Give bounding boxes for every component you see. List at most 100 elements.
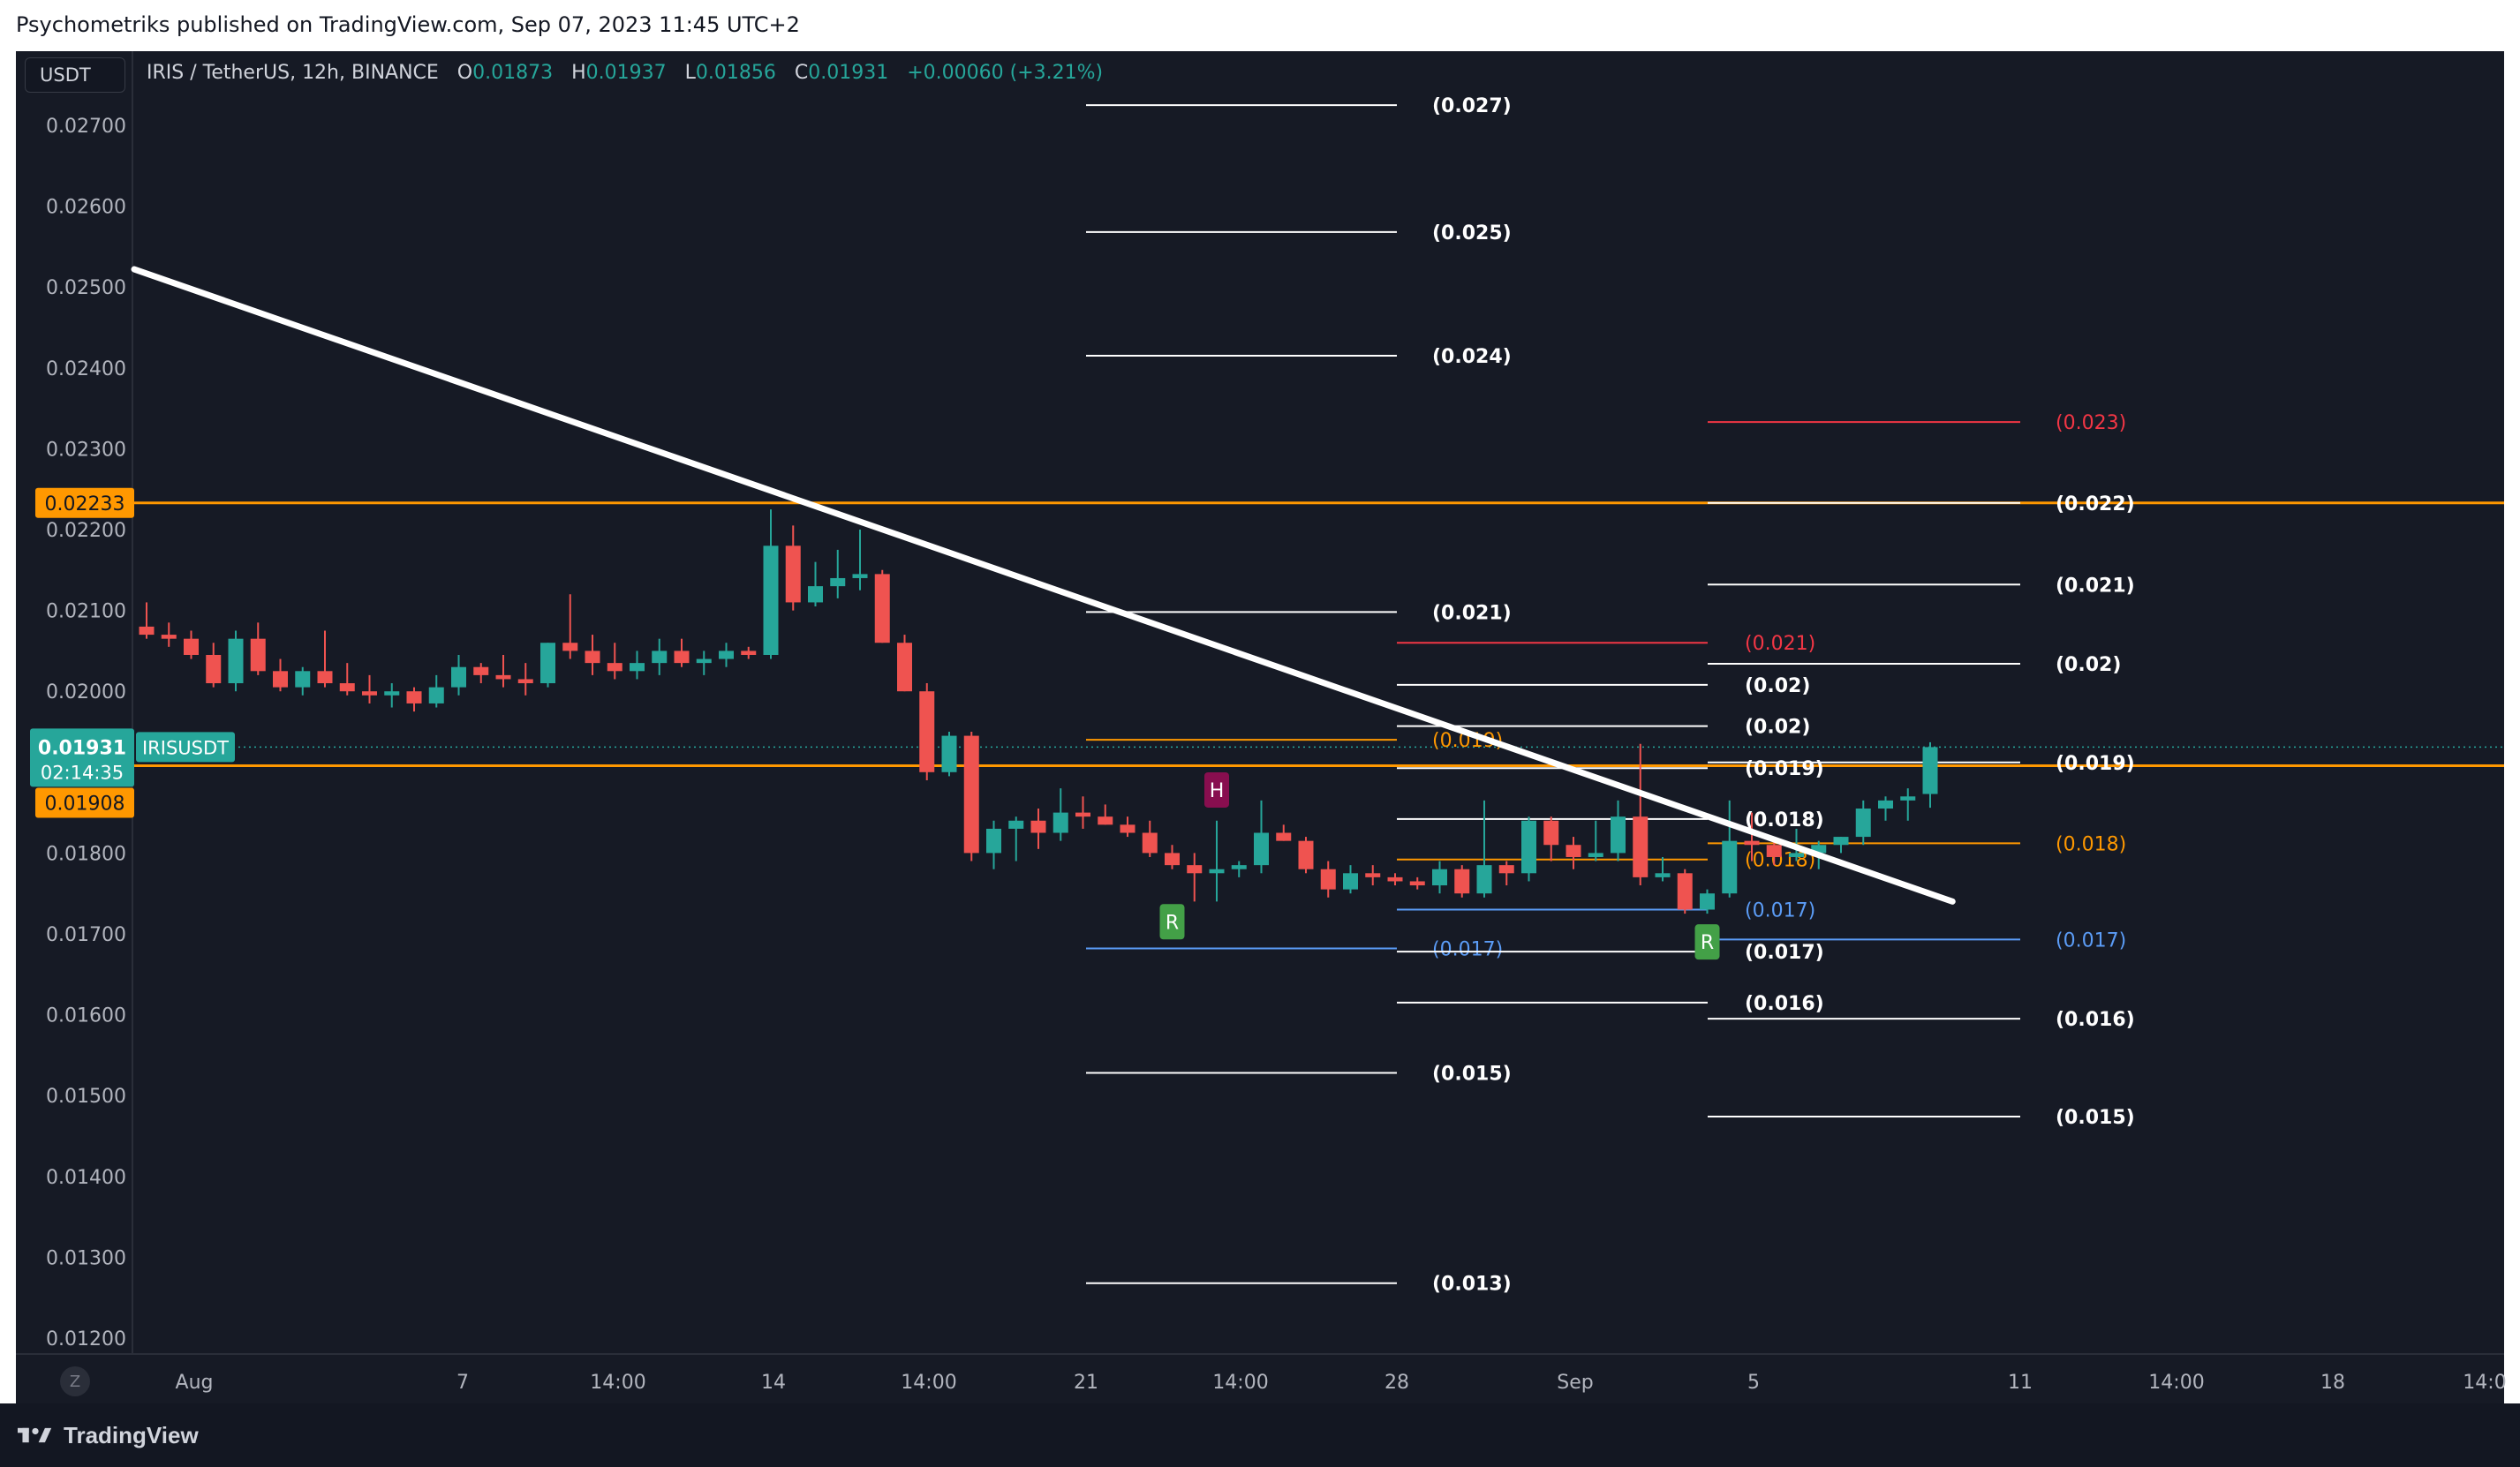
candle-body xyxy=(1343,873,1358,890)
candle-body xyxy=(1298,840,1314,869)
pattern-marker-label: R xyxy=(1701,932,1714,954)
x-tick-label: 14:00 xyxy=(590,1372,645,1394)
ticker-badge xyxy=(136,732,235,763)
candle-body xyxy=(1588,853,1603,857)
candle-body xyxy=(1053,812,1068,833)
pattern-marker-badge xyxy=(1694,924,1720,960)
y-tick-label: 0.01700 xyxy=(46,924,126,946)
candle-body xyxy=(517,679,533,684)
candle-body xyxy=(428,687,444,703)
candle-body xyxy=(785,545,801,603)
candle-body xyxy=(1320,869,1336,890)
candle-body xyxy=(585,651,600,664)
high-value: 0.01937 xyxy=(585,62,667,84)
candle-body xyxy=(719,651,734,659)
candle-body xyxy=(963,735,979,854)
candle-body xyxy=(1098,816,1113,825)
projection-level-label: (0.027) xyxy=(1432,95,1512,117)
candle-body xyxy=(250,638,266,672)
candle-body xyxy=(1276,832,1292,841)
pattern-marker-badge xyxy=(1159,904,1185,940)
candle-body xyxy=(986,828,1001,854)
publish-header: Psychometriks published on TradingView.c… xyxy=(0,0,2520,51)
projection-level-label: (0.019) xyxy=(2056,753,2135,775)
symbol-title: IRIS / TetherUS, 12h, BINANCE xyxy=(147,62,439,84)
price-badge-top-text: 0.02233 xyxy=(45,493,125,515)
projection-level-label: (0.017) xyxy=(1432,938,1503,960)
projection-level-label: (0.025) xyxy=(1432,222,1512,244)
projection-level-label: (0.024) xyxy=(1432,346,1512,368)
projection-level-label: (0.016) xyxy=(1745,993,1824,1015)
candle-body xyxy=(1789,853,1804,857)
candle-body xyxy=(1611,816,1626,854)
candle-body xyxy=(1030,820,1046,833)
y-tick-label: 0.02400 xyxy=(46,358,126,380)
currency-selector[interactable]: USDT xyxy=(25,57,125,93)
descending-trendline xyxy=(131,266,1956,905)
projection-level-label: (0.016) xyxy=(2056,1009,2135,1031)
candle-body xyxy=(495,674,511,680)
x-tick-label: 14:00 xyxy=(901,1372,956,1394)
y-tick-label: 0.01300 xyxy=(46,1247,126,1269)
candle-body xyxy=(674,651,690,664)
x-tick-label: 14:00 xyxy=(1212,1372,1268,1394)
tradingview-logo[interactable]: TradingView xyxy=(16,1419,199,1451)
candle-body xyxy=(607,663,622,672)
high-label: H xyxy=(571,62,586,84)
candle-body xyxy=(1811,845,1827,854)
candle-body xyxy=(696,658,712,664)
candle-body xyxy=(852,574,868,578)
x-tick-label: Aug xyxy=(176,1372,214,1394)
candle-body xyxy=(1922,747,1938,794)
pattern-marker-label: R xyxy=(1166,912,1179,934)
projection-level-label: (0.015) xyxy=(1432,1064,1512,1086)
projection-level-label: (0.02) xyxy=(1745,717,1810,739)
candle-body xyxy=(1432,869,1447,886)
pattern-marker-label: H xyxy=(1210,780,1225,802)
projection-level-label: (0.021) xyxy=(2056,575,2135,597)
close-value: 0.01931 xyxy=(808,62,889,84)
candle-body xyxy=(1075,812,1090,817)
y-tick-label: 0.01800 xyxy=(46,843,126,865)
tradingview-logo-icon xyxy=(18,1427,52,1443)
y-tick-label: 0.02000 xyxy=(46,681,126,703)
y-tick-label: 0.02100 xyxy=(46,601,126,623)
ohlc-legend: IRIS / TetherUS, 12h, BINANCE O0.01873 H… xyxy=(147,62,1103,84)
candle-body xyxy=(1498,865,1514,874)
candle-body xyxy=(184,638,199,655)
publish-info: Psychometriks published on TradingView.c… xyxy=(16,12,800,37)
low-value: 0.01856 xyxy=(695,62,776,84)
chart-area[interactable] xyxy=(16,51,2504,1403)
low-label: L xyxy=(684,62,696,84)
y-tick-label: 0.01600 xyxy=(46,1005,126,1027)
candle-body xyxy=(1187,865,1203,874)
x-tick-label: 14:00 xyxy=(2148,1372,2204,1394)
projection-level-label: (0.021) xyxy=(1432,602,1512,624)
price-badge-support-text: 0.01908 xyxy=(45,793,125,815)
candle-body xyxy=(317,671,333,684)
projection-level-label: (0.018) xyxy=(2056,833,2126,855)
candle-body xyxy=(1744,840,1760,846)
candle-body xyxy=(1833,837,1849,846)
candle-body xyxy=(808,586,823,603)
pattern-marker-badge xyxy=(1204,771,1229,808)
projection-level-label: (0.018) xyxy=(1745,809,1824,831)
zoom-button[interactable]: Z xyxy=(60,1366,90,1396)
countdown-text: 02:14:35 xyxy=(41,762,124,783)
candle-body xyxy=(941,735,957,772)
price-badge-support xyxy=(35,787,134,818)
candle-body xyxy=(540,643,555,684)
candle-body xyxy=(1454,869,1470,894)
x-tick-label: 11 xyxy=(2008,1372,2033,1394)
candle-body xyxy=(1142,832,1158,854)
candle-body xyxy=(139,626,155,636)
candle-body xyxy=(1700,893,1715,910)
candle-body xyxy=(1387,876,1403,882)
projection-level-label: (0.022) xyxy=(2056,493,2135,515)
candle-body xyxy=(161,635,177,639)
current-price-text: 0.01931 xyxy=(38,737,126,759)
candle-body xyxy=(228,638,244,684)
price-badge-top xyxy=(35,487,134,518)
candle-body xyxy=(1566,845,1581,857)
